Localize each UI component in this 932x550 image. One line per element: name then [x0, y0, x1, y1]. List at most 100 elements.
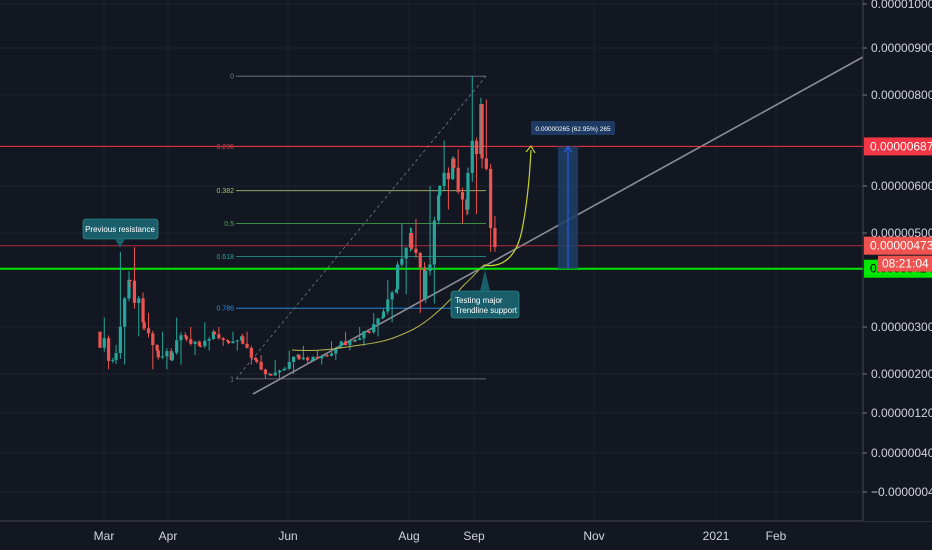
- time-tick-label: Jun: [278, 529, 297, 543]
- candle-body: [221, 338, 225, 341]
- callout-text-previous-resistance: Previous resistance: [85, 225, 155, 234]
- moving-average-line: [291, 264, 485, 352]
- candle-body: [231, 341, 235, 344]
- projection-path: [483, 149, 532, 267]
- candle-body: [480, 104, 484, 159]
- candle-body: [146, 328, 151, 334]
- candle-body: [489, 168, 493, 229]
- candle-body: [372, 324, 376, 333]
- candle-body: [277, 370, 282, 373]
- price-tick-label: 0.00000040: [871, 446, 932, 460]
- candle-body: [217, 334, 221, 339]
- candle-body: [98, 331, 102, 348]
- candle-body: [282, 369, 286, 371]
- candle-body: [263, 369, 268, 375]
- candle-body: [424, 270, 428, 299]
- candle-body: [142, 322, 146, 329]
- candle-body: [474, 140, 479, 155]
- candle-body: [197, 341, 201, 346]
- candle-body: [241, 336, 245, 344]
- price-tick-label: 0.00000120: [871, 406, 932, 420]
- candle-body: [118, 326, 122, 354]
- badge-resistance-label: 0.00000687: [870, 139, 932, 153]
- candle-body: [207, 339, 211, 341]
- candle-body: [386, 299, 390, 312]
- badge-resistance-background: [864, 137, 932, 156]
- candle-body: [404, 247, 408, 259]
- candle-body: [320, 356, 324, 359]
- candle-body: [179, 335, 183, 341]
- candle-body: [493, 228, 497, 248]
- candle-body: [170, 352, 174, 360]
- candle-body: [155, 345, 159, 351]
- fib-level-label: 0: [230, 74, 234, 81]
- candle-body: [470, 140, 474, 173]
- fib-level-label: 0.618: [216, 254, 234, 261]
- candle-body: [395, 264, 400, 290]
- candle-body: [245, 343, 249, 349]
- candle-body: [254, 357, 258, 360]
- candle-body: [329, 353, 334, 356]
- candle-body: [189, 339, 193, 344]
- candle-body: [394, 289, 399, 293]
- candle-body: [165, 351, 169, 357]
- candle-body: [212, 331, 217, 335]
- candle-body: [249, 348, 253, 358]
- candle-body: [311, 356, 315, 360]
- candle-body: [418, 252, 422, 268]
- candle-body: [438, 185, 442, 196]
- candle-body: [225, 340, 230, 342]
- candle-body: [451, 158, 455, 180]
- candle-body: [381, 311, 386, 318]
- candle-body: [114, 353, 118, 360]
- callout-pointer: [115, 239, 125, 248]
- overlays-layer: Previous resistance Testing majorTrendlin…: [82, 144, 536, 352]
- measure-label: 0.00000265 (62.95%) 265: [535, 126, 611, 133]
- candle-body: [160, 356, 165, 358]
- candle-body: [358, 338, 362, 341]
- price-tick-label: 0.00000300: [871, 320, 932, 334]
- candle-body: [132, 280, 137, 303]
- candle-body: [137, 298, 141, 303]
- fib-level-label: 0.5: [224, 221, 234, 228]
- price-tick-label: 0.00000800: [871, 88, 932, 102]
- candle-body: [127, 280, 131, 299]
- callout-text-trendline-support: Trendline support: [455, 306, 518, 315]
- candle-body: [211, 331, 216, 340]
- time-tick-label: Nov: [583, 529, 604, 543]
- candle-body: [362, 331, 366, 339]
- candle-body: [283, 368, 287, 370]
- price-tick-label: 0.00000600: [871, 179, 932, 193]
- time-tick-label: Sep: [463, 529, 485, 543]
- candle-body: [367, 331, 372, 333]
- candle-body: [338, 345, 342, 349]
- drawings-layer: 0 0.236 0.382 0.5 0.618 0.786 1 0.00000265 (62.…: [0, 56, 864, 395]
- time-axis[interactable]: Mar Apr Jun Aug Sep Nov 2021 Feb: [0, 522, 863, 550]
- candle-body: [297, 355, 301, 360]
- price-tick-label: 0.00000200: [871, 367, 932, 381]
- candle-body: [484, 158, 488, 169]
- badge-last-price-background: [864, 236, 932, 255]
- candle-body: [428, 264, 432, 271]
- measure-label-background: [531, 121, 615, 135]
- candle-body: [376, 318, 380, 325]
- candle-body: [227, 341, 231, 344]
- candle-body: [348, 340, 352, 345]
- candle-body: [128, 280, 132, 281]
- candle-body: [203, 340, 207, 347]
- candle-body: [301, 357, 305, 360]
- callout-text-trendline-support: Testing major: [455, 296, 503, 305]
- candle-body: [446, 172, 451, 180]
- candle-body: [380, 317, 384, 319]
- candle-body: [366, 331, 370, 333]
- candle-body: [102, 338, 106, 348]
- candle-body: [460, 192, 465, 200]
- candle-body: [255, 359, 259, 362]
- price-tick-label: 0.00001000: [871, 0, 932, 11]
- fib-level-label: 1: [230, 376, 234, 383]
- candle-body: [456, 167, 460, 193]
- candle-body: [235, 340, 239, 342]
- candle-body: [306, 357, 310, 361]
